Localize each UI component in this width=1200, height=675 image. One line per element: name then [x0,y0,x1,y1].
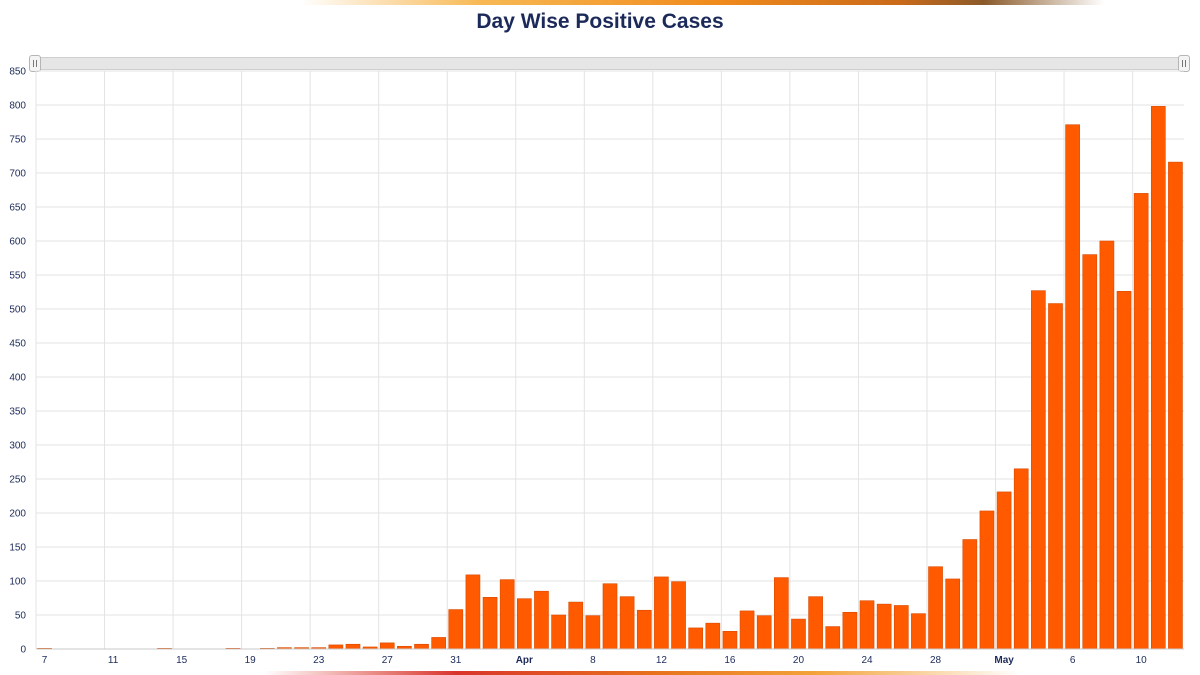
y-tick-label: 450 [9,339,26,350]
bar-2020-03-24[interactable] [328,644,344,650]
x-tick-label: 28 [930,655,942,666]
bar-2020-05-12[interactable] [1168,161,1183,650]
x-axis-tick-labels: 7 11 15 19 23 27 31 Apr 8 12 16 20 24 28 May 6 10 [42,655,1147,666]
bar-2020-05-10[interactable] [1133,193,1149,650]
x-tick-label: 19 [245,655,257,666]
bar-2020-03-25[interactable] [345,643,361,650]
bar-2020-04-04[interactable] [517,598,532,650]
x-tick-label: 10 [1136,655,1148,666]
bar-2020-05-09[interactable] [1116,291,1132,650]
x-tick-label: 23 [313,655,325,666]
bar-2020-03-31[interactable] [448,609,464,650]
bar-2020-04-17[interactable] [739,610,755,650]
bar-2020-04-24[interactable] [859,600,875,650]
bar-2020-04-09[interactable] [602,583,618,650]
bar-2020-05-05[interactable] [1048,303,1063,650]
y-tick-label: 400 [9,373,26,384]
bar-2020-04-13[interactable] [671,581,686,650]
bar-2020-04-03[interactable] [499,579,515,650]
bar-2020-04-10[interactable] [619,596,635,650]
bar-2020-05-07[interactable] [1082,254,1098,650]
y-tick-label: 700 [9,169,26,180]
y-tick-label: 300 [9,441,26,452]
x-tick-label: 15 [176,655,188,666]
bar-2020-04-28[interactable] [928,566,943,650]
bar-2020-04-01[interactable] [465,574,481,650]
grid-lines [35,70,1184,650]
bar-2020-03-27[interactable] [379,642,395,650]
y-tick-label: 750 [9,135,26,146]
bar-2020-03-29[interactable] [414,643,429,650]
bar-2020-05-02[interactable] [996,491,1012,650]
bar-2020-04-08[interactable] [585,615,601,650]
bar-2020-04-02[interactable] [482,597,498,650]
bar-2020-05-06[interactable] [1065,124,1080,650]
bar-2020-04-12[interactable] [654,576,669,650]
y-tick-label: 550 [9,271,26,282]
bar-2020-05-04[interactable] [1031,290,1046,650]
bar-2020-04-27[interactable] [911,613,926,650]
y-tick-label: 850 [9,67,26,78]
bar-2020-04-25[interactable] [876,603,892,650]
bar-2020-04-05[interactable] [534,590,549,650]
bar-2020-05-03[interactable] [1013,468,1029,650]
bar-2020-04-30[interactable] [962,539,978,650]
bar-2020-05-11[interactable] [1150,106,1166,650]
bar-2020-04-07[interactable] [568,601,584,650]
x-tick-label: Apr [516,655,533,666]
y-tick-label: 600 [9,237,26,248]
y-axis-tick-labels: 0 50 100 150 200 250 300 350 400 450 500 550 600 650 7… [9,67,26,656]
bar-2020-04-19[interactable] [774,577,789,650]
y-tick-label: 0 [20,645,26,656]
bar-2020-04-14[interactable] [688,627,703,650]
chart-title: Day Wise Positive Cases [476,10,724,33]
x-tick-label: May [994,655,1014,666]
bars [37,106,1183,650]
y-tick-label: 150 [9,543,26,554]
bar-2020-04-16[interactable] [722,631,738,650]
bottom-decorative-stripe [0,671,1200,675]
x-tick-label: 8 [590,655,596,666]
top-decorative-stripe [0,0,1200,5]
x-tick-label: 11 [108,655,119,666]
y-tick-label: 200 [9,509,26,520]
bar-2020-04-21[interactable] [808,596,823,650]
bar-2020-04-22[interactable] [825,626,841,650]
x-tick-label: 7 [42,655,48,666]
y-tick-label: 100 [9,577,26,588]
x-tick-label: 27 [382,655,394,666]
bar-2020-05-08[interactable] [1099,240,1115,650]
bar-2020-05-01[interactable] [979,510,995,650]
bar-2020-04-15[interactable] [705,622,721,650]
bar-2020-04-18[interactable] [756,615,772,650]
bar-2020-04-20[interactable] [791,618,806,650]
y-tick-label: 50 [15,611,27,622]
y-tick-label: 650 [9,203,26,214]
y-tick-label: 350 [9,407,26,418]
x-tick-label: 20 [793,655,805,666]
bar-2020-04-11[interactable] [636,609,652,650]
bar-2020-03-30[interactable] [431,637,446,650]
y-tick-label: 800 [9,101,26,112]
bar-2020-04-06[interactable] [551,614,566,650]
y-tick-label: 250 [9,475,26,486]
x-tick-label: 12 [656,655,668,666]
x-tick-label: 16 [724,655,736,666]
bar-2020-04-23[interactable] [842,611,858,650]
range-navigator-left-handle[interactable] [29,55,41,72]
bar-2020-04-29[interactable] [945,578,961,650]
x-tick-label: 24 [861,655,873,666]
bar-2020-04-26[interactable] [893,605,909,650]
y-tick-label: 500 [9,305,26,316]
x-tick-label: 31 [450,655,462,666]
x-tick-label: 6 [1070,655,1076,666]
